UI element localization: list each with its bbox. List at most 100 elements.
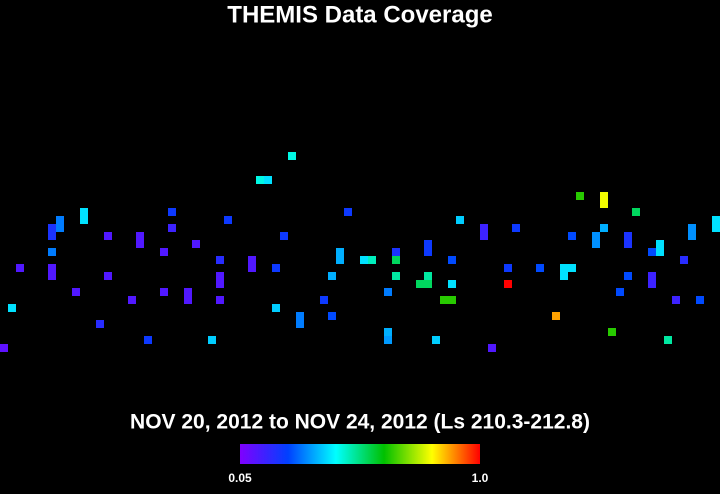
coverage-cell <box>648 272 656 280</box>
coverage-cell <box>712 216 720 224</box>
coverage-cell <box>696 296 704 304</box>
coverage-cell <box>384 288 392 296</box>
coverage-cell <box>448 280 456 288</box>
coverage-cell <box>0 344 8 352</box>
coverage-cell <box>272 304 280 312</box>
coverage-cell <box>600 192 608 200</box>
coverage-cell <box>632 208 640 216</box>
coverage-cell <box>424 280 432 288</box>
coverage-cell <box>592 232 600 240</box>
coverage-cell <box>16 264 24 272</box>
coverage-cell <box>320 296 328 304</box>
coverage-cell <box>504 280 512 288</box>
coverage-cell <box>448 256 456 264</box>
coverage-cell <box>288 152 296 160</box>
coverage-cell <box>104 272 112 280</box>
coverage-cell <box>624 272 632 280</box>
coverage-cell <box>568 264 576 272</box>
coverage-cell <box>600 224 608 232</box>
coverage-cell <box>712 224 720 232</box>
coverage-cell <box>648 248 656 256</box>
coverage-cell <box>392 248 400 256</box>
coverage-cell <box>576 192 584 200</box>
coverage-cell <box>616 288 624 296</box>
coverage-cell <box>96 320 104 328</box>
coverage-cell <box>656 248 664 256</box>
coverage-cell <box>136 240 144 248</box>
coverage-cell <box>688 224 696 232</box>
coverage-cell <box>144 336 152 344</box>
coverage-cell <box>336 256 344 264</box>
coverage-cell <box>624 240 632 248</box>
coverage-cell <box>216 272 224 280</box>
coverage-cell <box>384 336 392 344</box>
coverage-cell <box>512 224 520 232</box>
coverage-cell <box>160 248 168 256</box>
coverage-cell <box>248 256 256 264</box>
coverage-cell <box>216 296 224 304</box>
coverage-cell <box>104 232 112 240</box>
colorbar-tick-label: 0.05 <box>228 471 252 485</box>
coverage-cell <box>248 264 256 272</box>
coverage-cell <box>504 264 512 272</box>
coverage-cell <box>48 224 56 232</box>
coverage-cell <box>384 328 392 336</box>
coverage-cell <box>80 216 88 224</box>
coverage-cell <box>448 296 456 304</box>
colorbar-tick-label: 1.0 <box>472 471 489 485</box>
coverage-cell <box>192 240 200 248</box>
coverage-cell <box>560 264 568 272</box>
coverage-cell <box>8 304 16 312</box>
coverage-cell <box>392 272 400 280</box>
colorbar <box>240 444 480 464</box>
coverage-cell <box>264 176 272 184</box>
coverage-cell <box>600 200 608 208</box>
coverage-cell <box>560 272 568 280</box>
coverage-cell <box>336 248 344 256</box>
coverage-cell <box>592 240 600 248</box>
coverage-cell <box>480 224 488 232</box>
coverage-cell <box>424 272 432 280</box>
coverage-cell <box>360 256 368 264</box>
coverage-cell <box>80 208 88 216</box>
coverage-cell <box>480 232 488 240</box>
coverage-cell <box>216 256 224 264</box>
coverage-cell <box>680 256 688 264</box>
coverage-cell <box>432 336 440 344</box>
coverage-cell <box>648 280 656 288</box>
coverage-cell <box>128 296 136 304</box>
coverage-cell <box>440 296 448 304</box>
coverage-cell <box>416 280 424 288</box>
coverage-cell <box>392 256 400 264</box>
coverage-cell <box>296 312 304 320</box>
coverage-cell <box>224 216 232 224</box>
coverage-cell <box>48 248 56 256</box>
chart-title: THEMIS Data Coverage <box>227 1 492 28</box>
coverage-cell <box>136 232 144 240</box>
coverage-cell <box>664 336 672 344</box>
coverage-cell <box>280 232 288 240</box>
coverage-cell <box>328 272 336 280</box>
coverage-cell <box>344 208 352 216</box>
coverage-cell <box>48 272 56 280</box>
chart-subtitle: NOV 20, 2012 to NOV 24, 2012 (Ls 210.3-2… <box>130 411 590 434</box>
coverage-cell <box>552 312 560 320</box>
coverage-cell <box>672 296 680 304</box>
coverage-cell <box>488 344 496 352</box>
coverage-cell <box>536 264 544 272</box>
coverage-cell <box>424 240 432 248</box>
coverage-cell <box>608 328 616 336</box>
coverage-cell <box>656 240 664 248</box>
coverage-cell <box>184 288 192 296</box>
coverage-cell <box>328 312 336 320</box>
coverage-cell <box>424 248 432 256</box>
coverage-cell <box>48 264 56 272</box>
coverage-cell <box>256 176 264 184</box>
coverage-cell <box>688 232 696 240</box>
coverage-cell <box>168 224 176 232</box>
coverage-cell <box>56 216 64 224</box>
coverage-cell <box>216 280 224 288</box>
coverage-cell <box>48 232 56 240</box>
